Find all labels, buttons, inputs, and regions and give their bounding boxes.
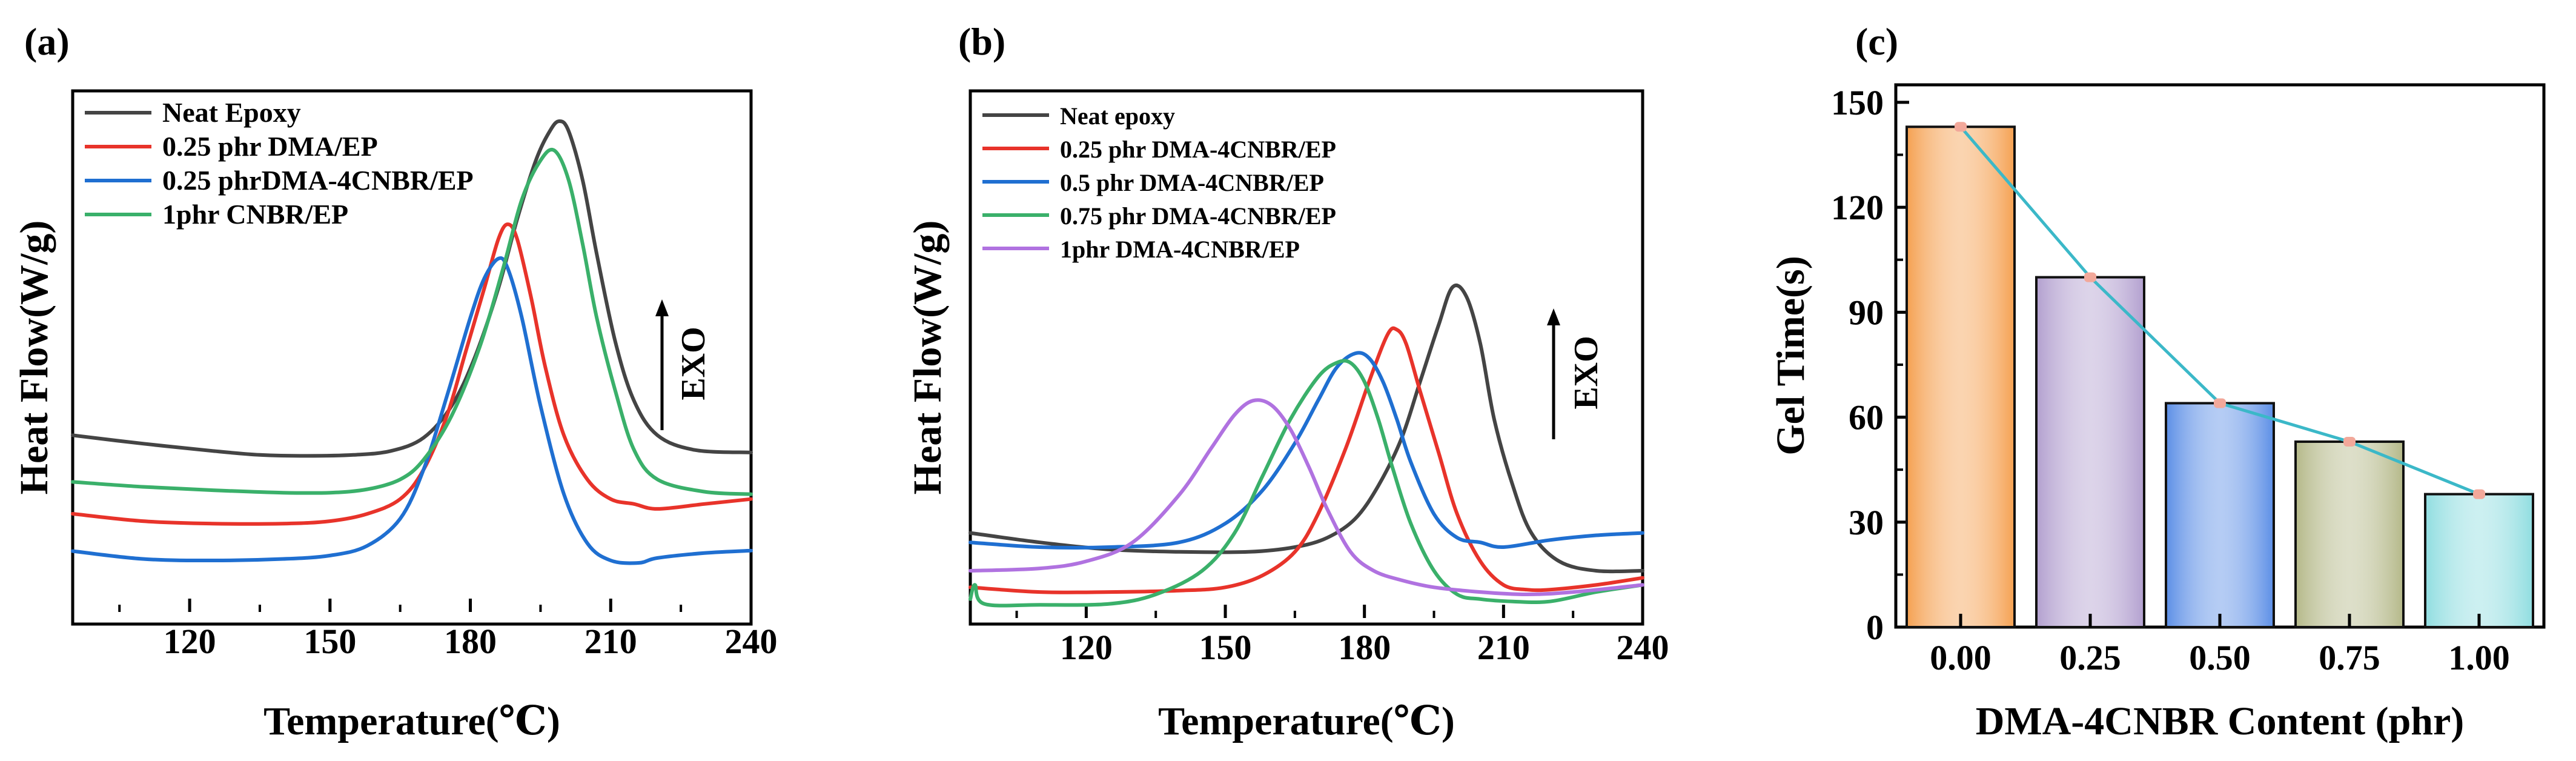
panel-a-x-axis-title: Temperature(℃) xyxy=(263,699,560,743)
panel-b-exo-label: EXO xyxy=(1568,336,1605,409)
panel-c-x-ticks: 0.00 0.25 0.50 0.75 1.00 xyxy=(1930,614,2510,677)
panel-c-bars xyxy=(1906,125,2534,629)
panel-c-marker-0.00 xyxy=(1955,122,1967,132)
panel-c-bar-1.00 xyxy=(2424,493,2534,628)
panel-b-legend-label-1phr-dma-4cnbr-ep: 1phr DMA-4CNBR/EP xyxy=(1060,236,1300,263)
panel-a-axes-frame xyxy=(71,89,753,626)
panel-a-x-tick-label-150: 150 xyxy=(303,622,356,661)
panel-c-x-axis-title: DMA-4CNBR Content (phr) xyxy=(1976,699,2465,743)
panel-b-x-tick-label-240: 240 xyxy=(1617,628,1669,667)
panel-a-y-axis-title: Heat Flow(W/g) xyxy=(12,221,56,495)
panel-b-x-tick-label-150: 150 xyxy=(1199,628,1252,667)
panel-a-x-tick-label-180: 180 xyxy=(444,622,497,661)
panel-c-marker-1.00 xyxy=(2473,489,2485,499)
panel-b-x-tick-label-180: 180 xyxy=(1338,628,1391,667)
panel-a-series-0-25-phrdma-4cnbr-ep xyxy=(71,256,753,565)
panel-b-series-lines xyxy=(968,283,1644,608)
panel-a-legend-label-0-25-phrdma-4cnbr-ep: 0.25 phrDMA-4CNBR/EP xyxy=(162,165,474,196)
panel-b-series-1phr-dma-4cnbr-ep xyxy=(968,398,1644,596)
panel-c-marker-0.25 xyxy=(2084,272,2096,282)
panel-c-x-tick-label-1.00: 1.00 xyxy=(2448,638,2510,677)
panel-c-y-tick-label-60: 60 xyxy=(1849,398,1884,437)
panel-c-x-tick-label-0.50: 0.50 xyxy=(2189,638,2251,677)
panel-b-exo-annotation: EXO xyxy=(1547,308,1605,439)
panel-b-series-0-75-phr-dma-4cnbr-ep xyxy=(968,359,1644,608)
panel-b-x-tick-label-120: 120 xyxy=(1060,628,1113,667)
panel-a-legend-label-1phr-cnbr-ep: 1phr CNBR/EP xyxy=(162,199,348,230)
panel-b-x-tick-label-210: 210 xyxy=(1477,628,1530,667)
panel-a-exo-label: EXO xyxy=(675,327,712,400)
panel-c-gel-time-chart: (c) 0 30 60 90 120 150 0.00 0.25 0.50 0.75 1.00 D… xyxy=(1769,20,2546,743)
panel-c-y-tick-label-0: 0 xyxy=(1866,608,1884,647)
panel-c-y-tick-label-150: 150 xyxy=(1831,83,1884,122)
panel-a-x-ticks: 120 150 180 210 240 xyxy=(118,599,778,661)
panel-c-marker-0.75 xyxy=(2343,436,2356,447)
panel-c-bar-0.50 xyxy=(2165,402,2275,628)
panel-a-exo-arrowhead xyxy=(655,299,669,316)
panel-a-series-1phr-cnbr-ep xyxy=(71,147,753,496)
panel-c-x-tick-label-0.75: 0.75 xyxy=(2319,638,2380,677)
panel-a-x-tick-label-120: 120 xyxy=(164,622,216,661)
panel-b-legend-label-0-75-phr-dma-4cnbr-ep: 0.75 phr DMA-4CNBR/EP xyxy=(1060,202,1336,230)
panel-b-series-0-5-phr-dma-4cnbr-ep xyxy=(968,351,1644,550)
panel-b-exo-arrowhead xyxy=(1547,308,1560,325)
panel-c-marker-0.50 xyxy=(2214,398,2226,408)
panel-c-bar-0.25 xyxy=(2035,276,2145,629)
panel-b-x-ticks: 120 150 180 210 240 xyxy=(1015,605,1669,667)
panel-a-legend-label-0-25-phr-dma-ep: 0.25 phr DMA/EP xyxy=(162,131,378,162)
panel-b-heat-flow-chart: (b) 120 150 180 210 240 Neat epoxy 0.25 phr D… xyxy=(906,20,1669,743)
panel-a-x-tick-label-240: 240 xyxy=(725,622,778,661)
panel-b-legend-label-0-5-phr-dma-4cnbr-ep: 0.5 phr DMA-4CNBR/EP xyxy=(1060,169,1324,196)
panel-c-y-ticks: 0 30 60 90 120 150 xyxy=(1831,83,1909,647)
panel-c-trend-line xyxy=(1955,122,2485,499)
panel-a-legend-label-neat-epoxy: Neat Epoxy xyxy=(162,97,301,128)
panel-c-label: (c) xyxy=(1855,20,1898,63)
panel-c-y-tick-label-120: 120 xyxy=(1831,188,1884,227)
panel-c-x-tick-label-0.25: 0.25 xyxy=(2059,638,2121,677)
panel-a-x-tick-label-210: 210 xyxy=(584,622,637,661)
panel-b-legend-label-neat-epoxy: Neat epoxy xyxy=(1060,102,1175,130)
panel-b-label: (b) xyxy=(958,20,1005,63)
panel-b-x-axis-title: Temperature(℃) xyxy=(1158,699,1455,743)
panel-c-y-tick-label-90: 90 xyxy=(1849,293,1884,332)
panel-c-y-axis-title: Gel Time(s) xyxy=(1769,256,1813,455)
panel-b-legend: Neat epoxy 0.25 phr DMA-4CNBR/EP 0.5 phr D… xyxy=(982,102,1336,263)
panel-b-y-axis-title: Heat Flow(W/g) xyxy=(906,221,950,495)
panel-a-label: (a) xyxy=(24,20,70,63)
panel-b-axes-frame xyxy=(968,89,1644,626)
panel-b-series-neat-epoxy xyxy=(968,283,1644,574)
panel-a-exo-annotation: EXO xyxy=(655,299,712,430)
panel-a-series-0-25-phr-dma-ep xyxy=(71,222,753,526)
panel-c-y-tick-label-30: 30 xyxy=(1849,503,1884,542)
panel-a-series-lines xyxy=(71,119,753,565)
panel-b-legend-label-0-25-phr-dma-4cnbr-ep: 0.25 phr DMA-4CNBR/EP xyxy=(1060,136,1336,163)
panel-c-x-tick-label-0.00: 0.00 xyxy=(1930,638,1992,677)
panel-c-bar-0.00 xyxy=(1906,125,2016,628)
panel-b-series-0-25-phr-dma-4cnbr-ep xyxy=(968,326,1644,594)
panel-c-bar-0.75 xyxy=(2294,440,2405,628)
